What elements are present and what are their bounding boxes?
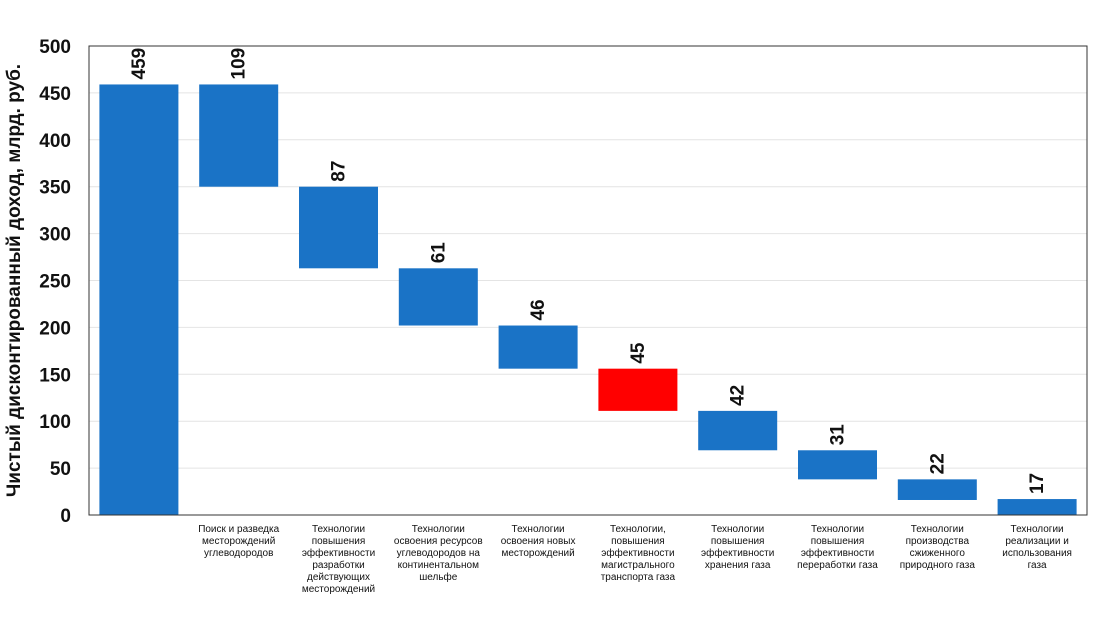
y-tick-label: 150 bbox=[39, 365, 71, 386]
bar bbox=[99, 84, 179, 515]
data-label: 42 bbox=[728, 385, 749, 406]
bar bbox=[199, 84, 279, 187]
x-category-label: Технологии реализации и использования га… bbox=[1002, 524, 1072, 571]
y-axis-label: Чистый дисконтированный доход, млрд. руб… bbox=[4, 64, 25, 497]
y-tick-label: 450 bbox=[39, 84, 71, 105]
data-label: 22 bbox=[927, 453, 948, 474]
x-category-label: Технологии освоения ресурсов углеводород… bbox=[393, 524, 483, 583]
data-label: 46 bbox=[528, 299, 549, 320]
y-tick-label: 500 bbox=[39, 37, 71, 58]
bar bbox=[997, 499, 1077, 515]
data-label: 45 bbox=[628, 342, 649, 364]
y-tick-label: 300 bbox=[39, 225, 71, 246]
x-category-label: Поиск и разведка месторождений углеводор… bbox=[198, 524, 280, 559]
bar bbox=[897, 479, 977, 500]
y-tick-label: 200 bbox=[39, 318, 71, 339]
y-tick-label: 0 bbox=[60, 506, 71, 527]
x-category-label: Технологии производства сжиженного приро… bbox=[899, 524, 975, 571]
bar bbox=[598, 368, 678, 411]
y-tick-label: 400 bbox=[39, 131, 71, 152]
y-tick-label: 250 bbox=[39, 272, 71, 293]
bar bbox=[798, 450, 877, 480]
plot-frame bbox=[88, 45, 1088, 516]
data-label: 17 bbox=[1027, 473, 1048, 494]
x-category-label: Технологии освоения новых месторождений bbox=[500, 524, 576, 559]
data-label: 31 bbox=[828, 424, 849, 446]
data-label: 61 bbox=[428, 242, 449, 264]
x-category-label: Технологии повышения эффективности хране… bbox=[701, 524, 775, 571]
data-labels: 459 109 87 61 46 45 42 31 22 17 bbox=[129, 48, 1048, 494]
x-category-label: Технологии, повышения эффективности маги… bbox=[600, 524, 676, 583]
y-axis-ticks: 0 50 100 150 200 250 300 350 400 450 500 bbox=[39, 37, 71, 527]
x-category-label: Технологии повышения эффективности перер… bbox=[797, 524, 878, 571]
bar bbox=[299, 186, 378, 269]
bar bbox=[498, 325, 578, 369]
y-tick-label: 350 bbox=[39, 178, 71, 199]
data-label: 109 bbox=[229, 48, 250, 80]
y-tick-label: 50 bbox=[50, 459, 71, 480]
bar bbox=[398, 268, 478, 326]
data-label: 459 bbox=[129, 48, 150, 80]
data-label: 87 bbox=[329, 161, 350, 182]
bars-group bbox=[99, 84, 1077, 515]
y-tick-label: 100 bbox=[39, 412, 71, 433]
bar bbox=[698, 410, 778, 451]
x-category-label: Технологии повышения эффективности разра… bbox=[301, 524, 376, 595]
